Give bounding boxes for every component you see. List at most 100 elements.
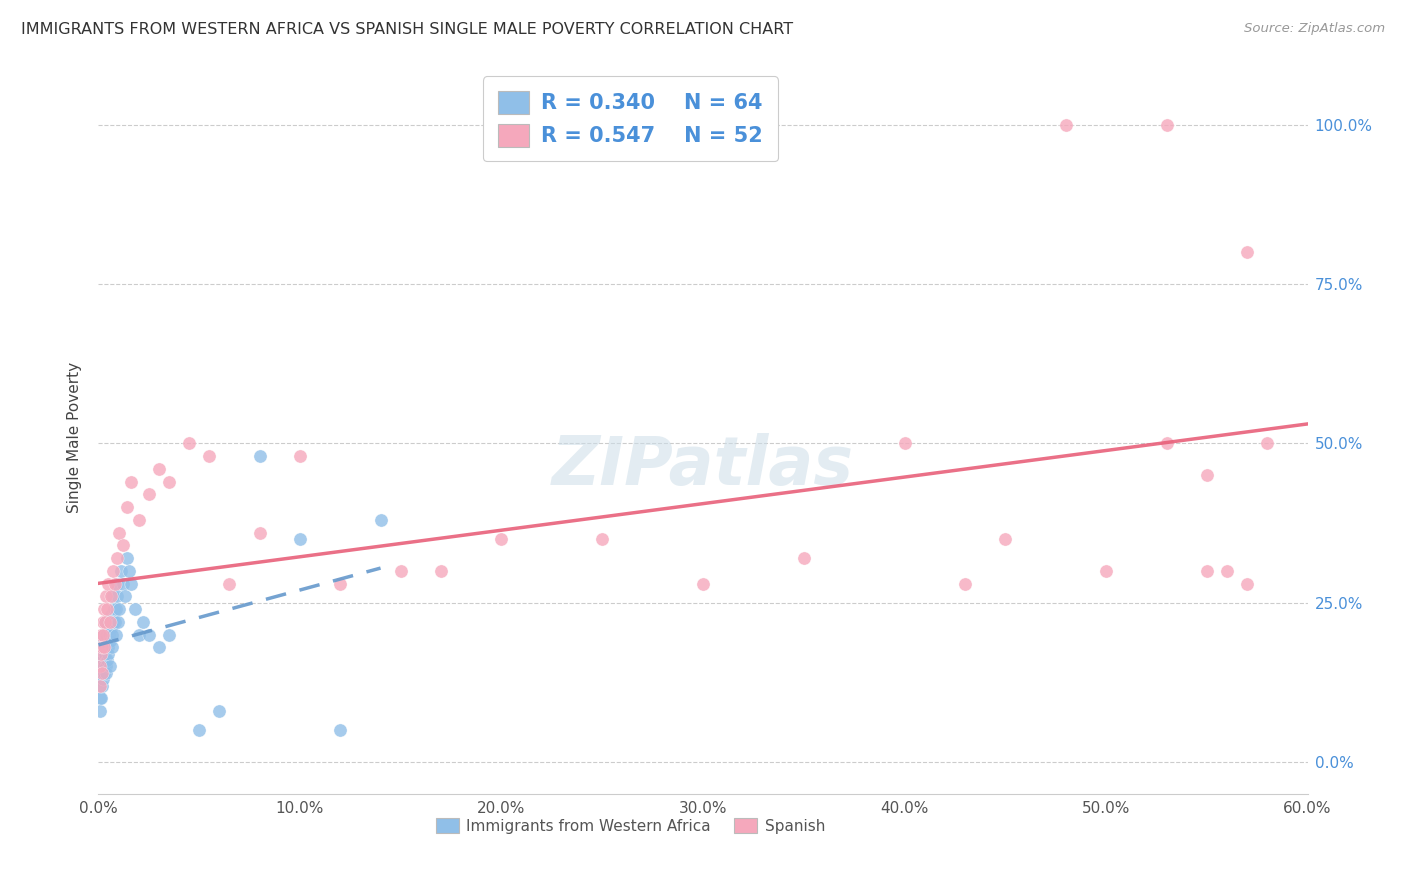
Point: [1156, 118, 1178, 132]
Point: [111, 576, 134, 591]
Point: [98, 634, 121, 648]
Point: [100, 590, 122, 604]
Point: [91, 615, 114, 629]
Point: [93, 659, 115, 673]
Point: [218, 576, 240, 591]
Point: [105, 602, 128, 616]
Point: [94, 659, 117, 673]
Point: [93, 640, 115, 655]
Point: [104, 627, 127, 641]
Point: [105, 551, 128, 566]
Point: [118, 564, 141, 578]
Point: [89, 672, 111, 686]
Point: [491, 532, 513, 546]
Point: [89, 679, 111, 693]
Point: [91, 679, 114, 693]
Point: [98, 615, 121, 629]
Point: [591, 532, 613, 546]
Point: [329, 576, 352, 591]
Point: [157, 475, 180, 489]
Point: [115, 500, 138, 515]
Point: [103, 602, 125, 616]
Point: [1054, 118, 1077, 132]
Point: [90, 659, 112, 673]
Point: [107, 615, 129, 629]
Point: [120, 475, 142, 489]
Point: [89, 659, 111, 673]
Point: [91, 665, 114, 680]
Y-axis label: Single Male Poverty: Single Male Poverty: [67, 361, 83, 513]
Point: [893, 436, 915, 450]
Point: [128, 513, 150, 527]
Point: [96, 627, 118, 641]
Legend: Immigrants from Western Africa, Spanish: Immigrants from Western Africa, Spanish: [430, 812, 831, 839]
Point: [94, 615, 117, 629]
Point: [329, 723, 352, 738]
Point: [89, 691, 111, 706]
Point: [1195, 564, 1218, 578]
Point: [97, 647, 120, 661]
Point: [103, 615, 125, 629]
Point: [96, 602, 118, 616]
Point: [430, 564, 453, 578]
Point: [793, 551, 815, 566]
Point: [138, 627, 160, 641]
Point: [138, 487, 160, 501]
Point: [1236, 576, 1258, 591]
Point: [179, 436, 201, 450]
Point: [101, 564, 124, 578]
Point: [91, 672, 114, 686]
Point: [96, 590, 118, 604]
Point: [90, 653, 112, 667]
Point: [132, 615, 155, 629]
Point: [91, 659, 114, 673]
Point: [97, 640, 120, 655]
Point: [389, 564, 412, 578]
Point: [120, 576, 142, 591]
Point: [114, 590, 136, 604]
Point: [93, 634, 115, 648]
Point: [90, 691, 112, 706]
Point: [93, 640, 115, 655]
Point: [249, 449, 271, 463]
Point: [198, 449, 221, 463]
Point: [124, 602, 146, 616]
Point: [93, 627, 115, 641]
Point: [100, 608, 122, 623]
Point: [93, 653, 115, 667]
Point: [110, 564, 132, 578]
Point: [97, 576, 120, 591]
Point: [97, 627, 120, 641]
Point: [101, 615, 124, 629]
Point: [128, 627, 150, 641]
Point: [111, 538, 134, 552]
Point: [370, 513, 392, 527]
Point: [107, 602, 129, 616]
Point: [953, 576, 976, 591]
Point: [157, 627, 180, 641]
Point: [91, 647, 114, 661]
Point: [105, 576, 128, 591]
Point: [105, 590, 128, 604]
Point: [115, 551, 138, 566]
Point: [100, 640, 122, 655]
Point: [1216, 564, 1239, 578]
Point: [91, 640, 114, 655]
Point: [100, 621, 122, 635]
Point: [94, 647, 117, 661]
Point: [93, 627, 115, 641]
Point: [89, 679, 111, 693]
Point: [91, 640, 114, 655]
Point: [1195, 468, 1218, 483]
Point: [148, 640, 170, 655]
Point: [96, 653, 118, 667]
Point: [188, 723, 211, 738]
Point: [96, 615, 118, 629]
Point: [90, 627, 112, 641]
Point: [103, 576, 125, 591]
Point: [249, 525, 271, 540]
Point: [98, 659, 121, 673]
Text: Source: ZipAtlas.com: Source: ZipAtlas.com: [1244, 22, 1385, 36]
Point: [1095, 564, 1118, 578]
Point: [1256, 436, 1278, 450]
